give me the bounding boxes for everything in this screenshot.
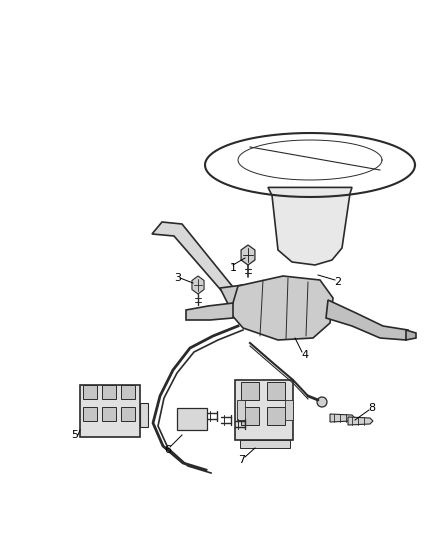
FancyBboxPatch shape: [80, 385, 140, 437]
Text: 4: 4: [301, 350, 308, 360]
FancyBboxPatch shape: [235, 380, 293, 440]
Text: 6: 6: [165, 445, 172, 455]
Bar: [140, 403, 148, 427]
Bar: [267, 407, 285, 425]
Polygon shape: [230, 276, 333, 340]
Bar: [241, 407, 259, 425]
Circle shape: [317, 397, 327, 407]
Polygon shape: [406, 330, 416, 340]
Bar: [240, 440, 290, 448]
Text: 5: 5: [71, 430, 78, 440]
Bar: [241, 382, 259, 400]
Text: 2: 2: [335, 277, 342, 287]
Bar: [102, 385, 116, 399]
Polygon shape: [241, 245, 255, 265]
Bar: [102, 407, 116, 421]
Bar: [83, 407, 97, 421]
Bar: [121, 407, 135, 421]
Bar: [177, 408, 207, 430]
Bar: [121, 385, 135, 399]
Polygon shape: [220, 285, 247, 308]
Polygon shape: [268, 188, 352, 265]
Bar: [83, 385, 97, 399]
Bar: [237, 400, 245, 420]
Polygon shape: [348, 417, 373, 425]
Polygon shape: [330, 414, 355, 422]
Bar: [267, 382, 285, 400]
Polygon shape: [152, 222, 237, 304]
Text: 8: 8: [368, 403, 375, 413]
Polygon shape: [192, 276, 204, 294]
Polygon shape: [326, 300, 408, 340]
Bar: [285, 400, 293, 420]
Text: 7: 7: [238, 455, 246, 465]
Polygon shape: [186, 303, 233, 320]
Text: 1: 1: [230, 263, 237, 273]
Text: 3: 3: [174, 273, 181, 283]
